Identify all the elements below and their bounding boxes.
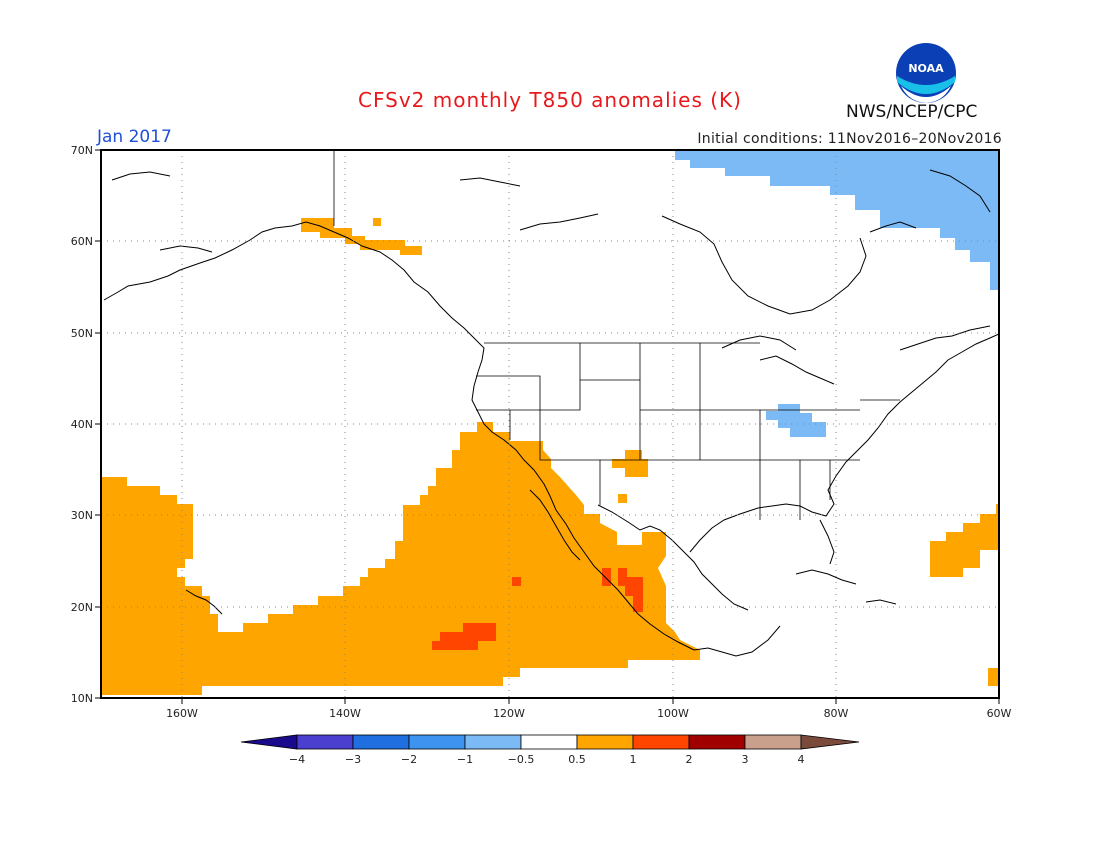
colorbar-labels: −4 −3 −2 −1 −0.5 0.5 1 2 3 4: [289, 753, 805, 766]
cold-anomaly-region-midwest: [766, 404, 826, 437]
y-tick-label: 60N: [71, 235, 93, 248]
anomaly-fields: [101, 150, 999, 695]
colorbar-swatch: [408, 734, 466, 750]
x-tick-label: 60W: [987, 707, 1012, 720]
anomaly-map: 160W 140W 120W 100W 80W 60W 10N 20N 30N …: [71, 144, 1012, 720]
warm-anomaly-cell: [988, 668, 999, 686]
colorbar-swatch: [296, 734, 354, 750]
strong-warm-cell: [602, 568, 611, 586]
y-axis-labels: 10N 20N 30N 40N 50N 60N 70N: [71, 144, 93, 705]
coastlines: [103, 169, 999, 657]
y-tick-label: 10N: [71, 692, 93, 705]
map-title: CFSv2 monthly T850 anomalies (K): [358, 88, 742, 112]
colorbar-tick-label: −2: [401, 753, 417, 766]
colorbar-tick-label: 4: [798, 753, 805, 766]
warm-anomaly-region-alaska: [301, 218, 422, 255]
colorbar-swatch: [576, 734, 634, 750]
y-tick-label: 70N: [71, 144, 93, 157]
agency-label: NWS/NCEP/CPC: [846, 102, 978, 122]
colorbar-swatch: [632, 734, 690, 750]
y-tick-label: 50N: [71, 327, 93, 340]
colorbar-tick-label: 0.5: [568, 753, 586, 766]
y-tick-label: 30N: [71, 509, 93, 522]
strong-warm-cell: [512, 577, 521, 586]
strong-warm-anomaly-mexico: [618, 568, 643, 612]
initial-conditions: Initial conditions: 11Nov2016–20Nov2016: [697, 131, 1002, 147]
warm-anomaly-cell: [618, 494, 627, 503]
colorbar-tick-label: −1: [457, 753, 473, 766]
colorbar-swatch: [352, 734, 410, 750]
y-tick-label: 20N: [71, 601, 93, 614]
colorbar-swatch-min: [240, 734, 298, 750]
cold-anomaly-region-canada: [675, 150, 999, 290]
colorbar-tick-label: 3: [742, 753, 749, 766]
x-tick-label: 120W: [493, 707, 525, 720]
svg-text:NOAA: NOAA: [908, 62, 944, 75]
colorbar-swatches: [240, 734, 860, 750]
state-borders: [333, 150, 900, 520]
colorbar-swatch: [464, 734, 522, 750]
colorbar-swatch-max: [800, 734, 860, 750]
warm-anomaly-region-pacific: [101, 422, 700, 695]
grid: [101, 150, 999, 698]
colorbar-tick-label: −0.5: [508, 753, 535, 766]
colorbar-swatch: [744, 734, 802, 750]
colorbar-tick-label: 2: [686, 753, 693, 766]
warm-anomaly-region-southwest: [612, 450, 648, 477]
axis-ticks: [95, 149, 1000, 704]
colorbar-tick-label: 1: [630, 753, 637, 766]
colorbar-tick-label: −3: [345, 753, 361, 766]
warm-anomaly-cell: [373, 218, 381, 226]
x-tick-label: 140W: [329, 707, 361, 720]
x-tick-label: 100W: [657, 707, 689, 720]
forecast-month: Jan 2017: [97, 127, 172, 147]
strong-warm-anomaly-pacific: [432, 623, 496, 650]
colorbar-swatch: [688, 734, 746, 750]
x-tick-label: 160W: [166, 707, 198, 720]
colorbar-tick-label: −4: [289, 753, 305, 766]
x-tick-label: 80W: [824, 707, 849, 720]
y-tick-label: 40N: [71, 418, 93, 431]
noaa-logo-icon: NOAA: [896, 43, 956, 103]
x-axis-labels: 160W 140W 120W 100W 80W 60W: [166, 707, 1011, 720]
colorbar-swatch: [520, 734, 578, 750]
warm-anomaly-region-atlantic: [930, 504, 999, 577]
